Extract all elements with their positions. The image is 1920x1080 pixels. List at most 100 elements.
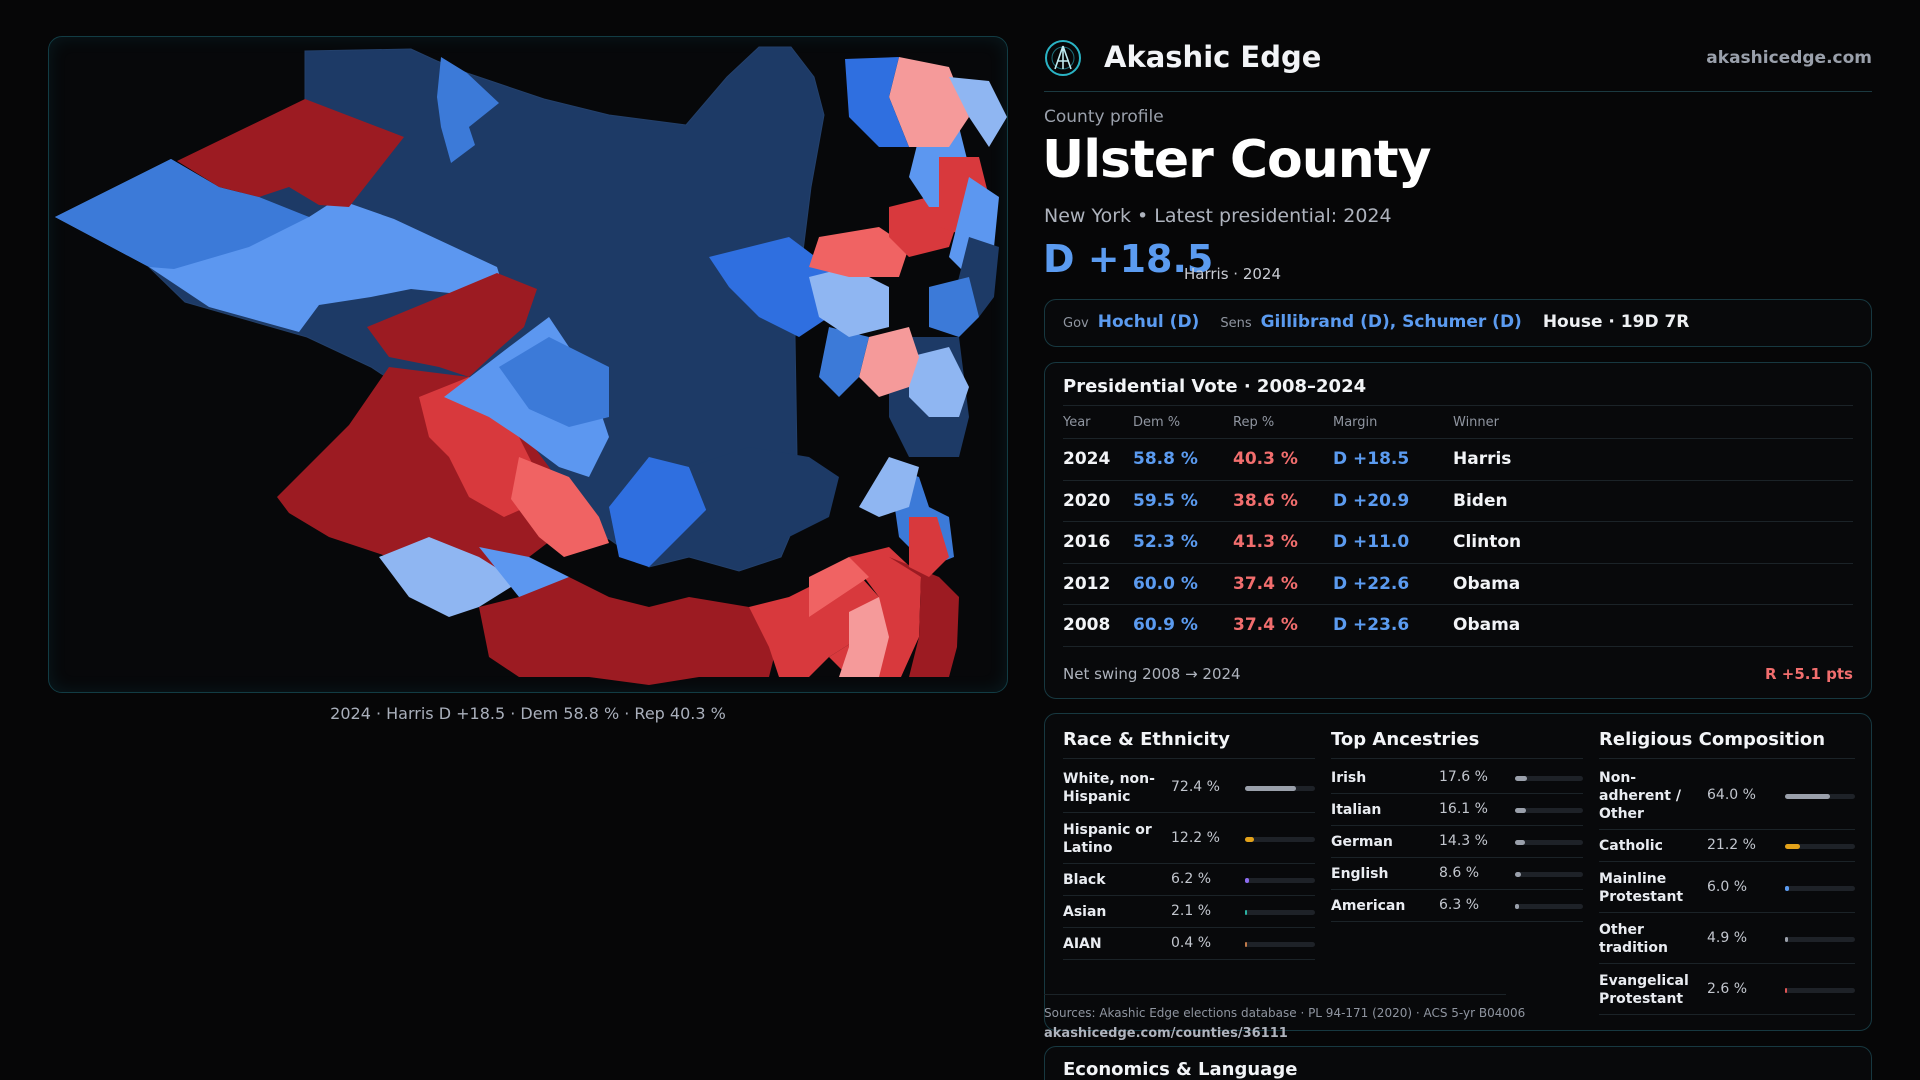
item-label: Black xyxy=(1063,872,1106,888)
item-bar-fill xyxy=(1785,794,1830,799)
item-percent: 2.6 % xyxy=(1707,980,1748,997)
item-percent: 72.4 % xyxy=(1171,778,1220,795)
rep-cell: 37.4 % xyxy=(1233,604,1333,647)
senators-value: Gillibrand (D), Schumer (D) xyxy=(1260,312,1522,332)
governor-value: Hochul (D) xyxy=(1097,312,1200,332)
rep-cell: 41.3 % xyxy=(1233,521,1333,564)
winner-cell: Clinton xyxy=(1453,521,1853,564)
column-header: Rep % xyxy=(1233,405,1333,439)
house-delegation: House · 19D 7R xyxy=(1542,312,1690,332)
precinct-region[interactable] xyxy=(499,337,609,427)
precinct-region[interactable] xyxy=(367,273,537,377)
item-percent: 4.9 % xyxy=(1707,929,1748,946)
item-label: American xyxy=(1331,898,1406,914)
precinct-region[interactable] xyxy=(845,57,909,147)
item-bar-fill xyxy=(1245,878,1250,883)
brand-header: Akashic Edge akashicedge.com xyxy=(1044,36,1872,92)
item-label: Evangelical Protestant xyxy=(1599,972,1689,1007)
brand-name[interactable]: Akashic Edge xyxy=(1104,40,1322,74)
precinct-region[interactable] xyxy=(809,267,889,337)
item-percent: 8.6 % xyxy=(1439,865,1480,881)
item-bar-fill xyxy=(1245,942,1247,947)
margin-cell: D +23.6 xyxy=(1333,604,1453,647)
list-item: AIAN 0.4 % xyxy=(1063,928,1315,960)
precinct-region[interactable] xyxy=(177,99,404,207)
precinct-region[interactable] xyxy=(511,457,609,557)
list-item: Black 6.2 % xyxy=(1063,864,1315,896)
item-bar-fill xyxy=(1785,844,1800,849)
item-bar-track xyxy=(1785,844,1855,849)
item-percent: 6.0 % xyxy=(1707,878,1748,895)
precinct-region[interactable] xyxy=(809,557,869,617)
item-percent: 14.3 % xyxy=(1439,833,1488,849)
column-header: Year xyxy=(1063,405,1133,439)
precinct-region[interactable] xyxy=(479,577,779,685)
item-bar-fill xyxy=(1245,910,1247,915)
item-bar-track xyxy=(1245,910,1315,915)
precinct-region[interactable] xyxy=(909,517,949,577)
dem-cell: 52.3 % xyxy=(1133,521,1233,564)
list-item: Other tradition 4.9 % xyxy=(1599,913,1855,964)
precinct-region[interactable] xyxy=(859,457,919,517)
precinct-region[interactable] xyxy=(889,557,959,677)
precinct-region[interactable] xyxy=(889,57,969,147)
list-item: Evangelical Protestant 2.6 % xyxy=(1599,964,1855,1015)
year-cell: 2012 xyxy=(1063,563,1133,605)
precinct-region[interactable] xyxy=(709,237,829,337)
item-percent: 0.4 % xyxy=(1171,935,1212,951)
precinct-region[interactable] xyxy=(819,327,869,397)
list-item: Hispanic or Latino 12.2 % xyxy=(1063,813,1315,864)
item-bar-fill xyxy=(1785,987,1787,993)
item-percent: 2.1 % xyxy=(1171,903,1212,919)
precinct-region[interactable] xyxy=(609,457,709,567)
race-ethnicity-title: Race & Ethnicity xyxy=(1063,729,1230,750)
margin-cell: D +20.9 xyxy=(1333,480,1453,522)
precinct-map-svg[interactable] xyxy=(49,37,1008,693)
rep-cell: 37.4 % xyxy=(1233,563,1333,605)
item-percent: 64.0 % xyxy=(1707,787,1756,803)
county-permalink[interactable]: akashicedge.com/counties/36111 xyxy=(1044,1026,1288,1041)
item-bar-track xyxy=(1245,785,1315,791)
akashic-edge-logo-icon[interactable] xyxy=(1044,39,1082,77)
rep-cell: 38.6 % xyxy=(1233,480,1333,522)
religion-list: Non-adherent / Other 64.0 % Catholic 21.2 %… xyxy=(1599,762,1855,1015)
race-ethnicity-list: White, non-Hispanic 72.4 % Hispanic or Lat… xyxy=(1063,762,1315,960)
precinct-region[interactable] xyxy=(859,327,919,397)
item-bar-fill xyxy=(1515,776,1527,781)
net-swing-label: Net swing 2008 → 2024 xyxy=(1063,665,1241,683)
precinct-region[interactable] xyxy=(437,57,499,163)
precinct-region[interactable] xyxy=(909,347,969,417)
precinct-region[interactable] xyxy=(749,577,879,677)
item-label: Other tradition xyxy=(1599,921,1668,956)
winner-cell: Obama xyxy=(1453,604,1853,647)
winner-cell: Harris xyxy=(1453,438,1853,481)
precinct-region[interactable] xyxy=(55,159,309,269)
presidential-vote-title: Presidential Vote · 2008–2024 xyxy=(1063,376,1367,397)
list-item: German 14.3 % xyxy=(1331,826,1583,858)
rep-cell: 40.3 % xyxy=(1233,438,1333,481)
sens-label: Sens xyxy=(1220,316,1252,331)
precinct-region[interactable] xyxy=(929,277,979,337)
list-item: American 6.3 % xyxy=(1331,890,1583,922)
precinct-region[interactable] xyxy=(949,77,1007,147)
precinct-map[interactable] xyxy=(48,36,1008,693)
item-bar-track xyxy=(1245,942,1315,947)
item-percent: 16.1 % xyxy=(1439,801,1488,817)
precinct-region[interactable] xyxy=(479,547,569,597)
precinct-region[interactable] xyxy=(809,227,909,277)
item-bar-fill xyxy=(1515,808,1526,813)
item-bar-track xyxy=(1785,794,1855,799)
precinct-region[interactable] xyxy=(839,597,889,677)
table-row: 2020 59.5 % 38.6 % D +20.9 Biden xyxy=(1063,480,1853,522)
item-bar-fill xyxy=(1515,872,1521,877)
precinct-region[interactable] xyxy=(689,447,839,557)
year-cell: 2008 xyxy=(1063,604,1133,647)
list-item: English 8.6 % xyxy=(1331,858,1583,890)
headline-margin-note: Harris · 2024 xyxy=(1184,265,1282,283)
table-row: 2016 52.3 % 41.3 % D +11.0 Clinton xyxy=(1063,521,1853,564)
precinct-region[interactable] xyxy=(379,537,519,617)
brand-url-link[interactable]: akashicedge.com xyxy=(1706,48,1872,68)
margin-cell: D +22.6 xyxy=(1333,563,1453,605)
map-caption: 2024 · Harris D +18.5 · Dem 58.8 % · Rep… xyxy=(330,704,726,723)
ancestries-list: Irish 17.6 % Italian 16.1 % German 14.3 % Engl… xyxy=(1331,762,1583,922)
